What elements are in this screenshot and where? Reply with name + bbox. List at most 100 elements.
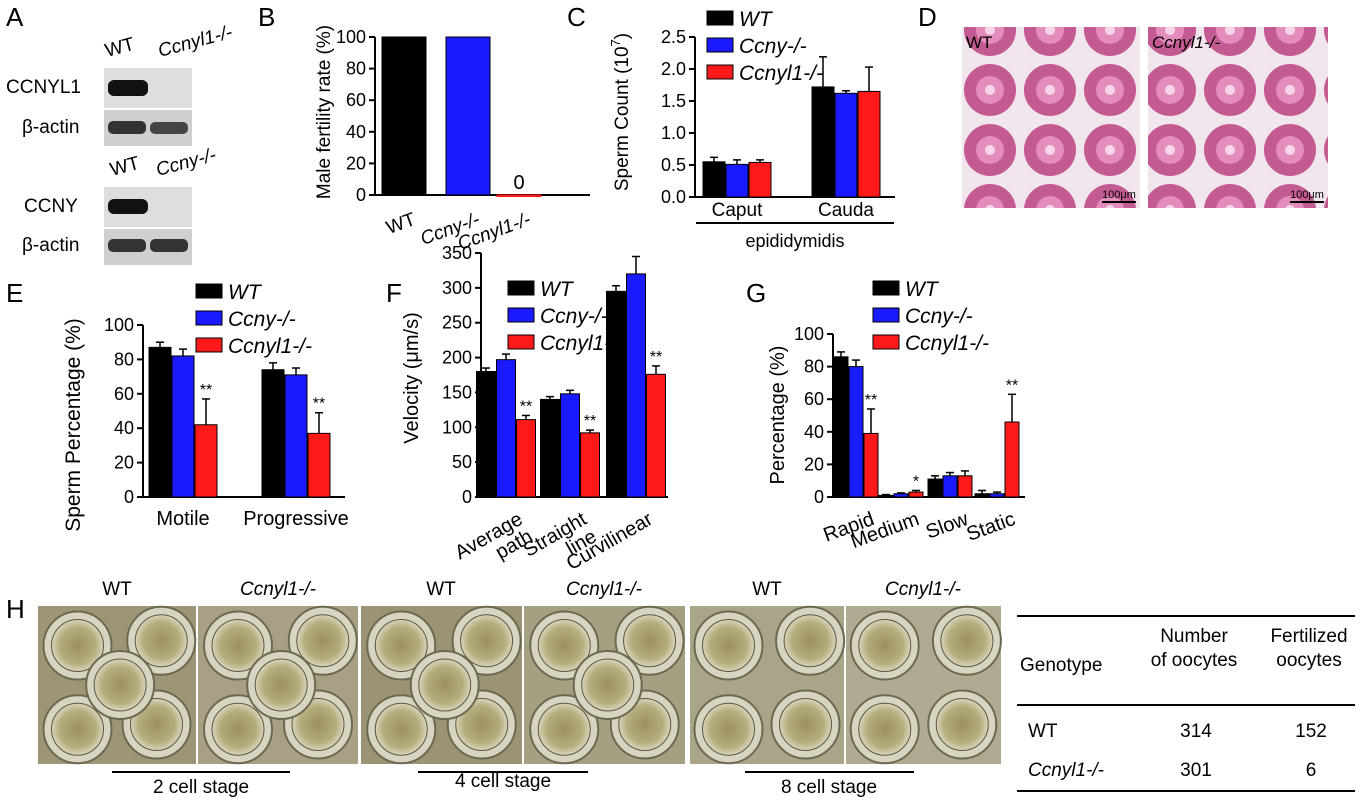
y-tick-label: 2.0 bbox=[661, 59, 686, 79]
y-tick-label: 0 bbox=[462, 487, 472, 507]
x-tick-label: Motile bbox=[156, 508, 209, 530]
bar bbox=[748, 161, 772, 198]
embryo-cells bbox=[42, 605, 1002, 765]
embryo-blastomere bbox=[455, 698, 509, 751]
y-tick-label: 100 bbox=[794, 324, 824, 344]
blot-row-label: β-actin bbox=[22, 235, 79, 256]
bar bbox=[476, 371, 496, 498]
bar bbox=[580, 432, 600, 498]
legend-swatch bbox=[872, 334, 900, 350]
charts-layer: 0 20 40 60 80 100 WT Ccny-/- 0 Ccnyl1-/- Male fert… bbox=[62, 8, 1025, 575]
y-tick-label: 80 bbox=[804, 357, 824, 377]
bar bbox=[646, 373, 666, 498]
bar bbox=[284, 374, 308, 498]
embryo-blastomere bbox=[291, 698, 345, 751]
embryo-blastomere bbox=[858, 619, 912, 672]
panel-letter: H bbox=[6, 594, 25, 624]
embryo-blastomere bbox=[460, 614, 514, 668]
blot-lane-label: Ccny-/- bbox=[154, 145, 219, 181]
bar bbox=[989, 493, 1005, 498]
table-cell-fertilized: 152 bbox=[1295, 721, 1327, 742]
legend-label: Ccny-/- bbox=[228, 308, 296, 331]
table-header: Number of oocytes bbox=[1151, 626, 1238, 671]
genotype-label: Ccnyl1-/- bbox=[240, 579, 316, 600]
table-header: Genotype bbox=[1020, 655, 1102, 676]
legend-label: WT bbox=[228, 281, 263, 304]
y-tick-label: 350 bbox=[442, 243, 472, 263]
bar bbox=[878, 494, 894, 498]
genotype-label: Ccnyl1-/- bbox=[566, 579, 642, 600]
bar bbox=[194, 424, 218, 498]
embryo-blastomere bbox=[374, 702, 428, 756]
legend-label: Ccny-/- bbox=[540, 305, 608, 328]
genotype-label: WT bbox=[102, 579, 132, 600]
y-tick-label: 100 bbox=[104, 315, 134, 335]
y-tick-label: 80 bbox=[114, 349, 134, 369]
y-tick-label: 2.5 bbox=[661, 27, 686, 47]
bar bbox=[927, 478, 943, 498]
panel-a: A WT Ccnyl1-/- CCNYL1 β-actin WT Ccny-/-… bbox=[6, 2, 235, 265]
panel-letter: C bbox=[567, 2, 586, 32]
legend-swatch bbox=[872, 307, 900, 323]
embryo-blastomere bbox=[130, 698, 183, 751]
significance-mark: ** bbox=[520, 398, 532, 415]
y-tick-label: 60 bbox=[346, 90, 366, 110]
blot-band bbox=[108, 239, 146, 252]
embryo-blastomere bbox=[51, 702, 104, 756]
y-axis-label: Velocity (μm/s) bbox=[401, 312, 423, 444]
histology-image-ko bbox=[1148, 27, 1328, 208]
y-axis-label: Sperm Count (107) bbox=[608, 33, 633, 191]
genotype-label: WT bbox=[752, 579, 782, 600]
bar bbox=[893, 493, 909, 498]
histology-label: Ccnyl1-/- bbox=[1152, 33, 1220, 52]
y-tick-label: 300 bbox=[442, 278, 472, 298]
fertilization-table: Genotype Number of oocytes Fertilized oocy… bbox=[1017, 615, 1355, 792]
legend-swatch bbox=[872, 280, 900, 296]
y-tick-label: 60 bbox=[114, 384, 134, 404]
embryo-blastomere bbox=[618, 698, 672, 751]
bar bbox=[307, 432, 331, 498]
histology-image-wt bbox=[962, 27, 1140, 208]
blot-row-label: CCNYL1 bbox=[6, 77, 81, 98]
y-tick-label: 100 bbox=[442, 417, 472, 437]
legend-label: WT bbox=[739, 8, 774, 31]
genotype-label: Ccnyl1-/- bbox=[885, 579, 961, 600]
table-header: Fertilized oocytes bbox=[1270, 626, 1347, 671]
embryo-blastomere bbox=[93, 658, 147, 712]
table-cell-genotype: WT bbox=[1028, 721, 1058, 742]
y-tick-label: 100 bbox=[336, 27, 366, 47]
embryo-blastomere bbox=[296, 614, 350, 668]
y-tick-label: 40 bbox=[114, 418, 134, 438]
y-axis-label: Male fertility rate (%) bbox=[314, 25, 335, 199]
bar bbox=[445, 36, 491, 196]
legend-swatch bbox=[195, 337, 223, 353]
x-tick-label: Static bbox=[964, 508, 1019, 546]
significance-mark: ** bbox=[313, 396, 325, 413]
y-tick-label: 60 bbox=[804, 389, 824, 409]
significance-mark: ** bbox=[865, 392, 877, 409]
legend-swatch bbox=[706, 37, 734, 53]
significance-mark: ** bbox=[1006, 377, 1018, 394]
legend-label: Ccnyl1-/- bbox=[540, 332, 624, 355]
bar bbox=[261, 369, 285, 498]
legend-label: Ccnyl1-/- bbox=[739, 62, 823, 85]
y-tick-label: 0 bbox=[124, 487, 134, 507]
embryo-blastomere bbox=[537, 702, 591, 756]
embryo-blastomere bbox=[940, 614, 994, 668]
significance-mark: ** bbox=[200, 382, 212, 399]
bar bbox=[626, 273, 646, 498]
bar bbox=[863, 432, 879, 498]
y-tick-label: 20 bbox=[804, 454, 824, 474]
legend-label: WT bbox=[540, 278, 575, 301]
y-tick-label: 0 bbox=[356, 185, 366, 205]
embryo-blastomere bbox=[858, 702, 912, 756]
embryo-blastomere bbox=[783, 614, 837, 668]
legend-swatch bbox=[507, 334, 535, 350]
embryo-blastomere bbox=[935, 698, 989, 751]
bar bbox=[857, 90, 881, 198]
y-tick-label: 50 bbox=[452, 452, 472, 472]
blot-band bbox=[108, 80, 148, 96]
y-tick-label: 150 bbox=[442, 382, 472, 402]
scale-bar-label: 100μm bbox=[1290, 189, 1324, 201]
